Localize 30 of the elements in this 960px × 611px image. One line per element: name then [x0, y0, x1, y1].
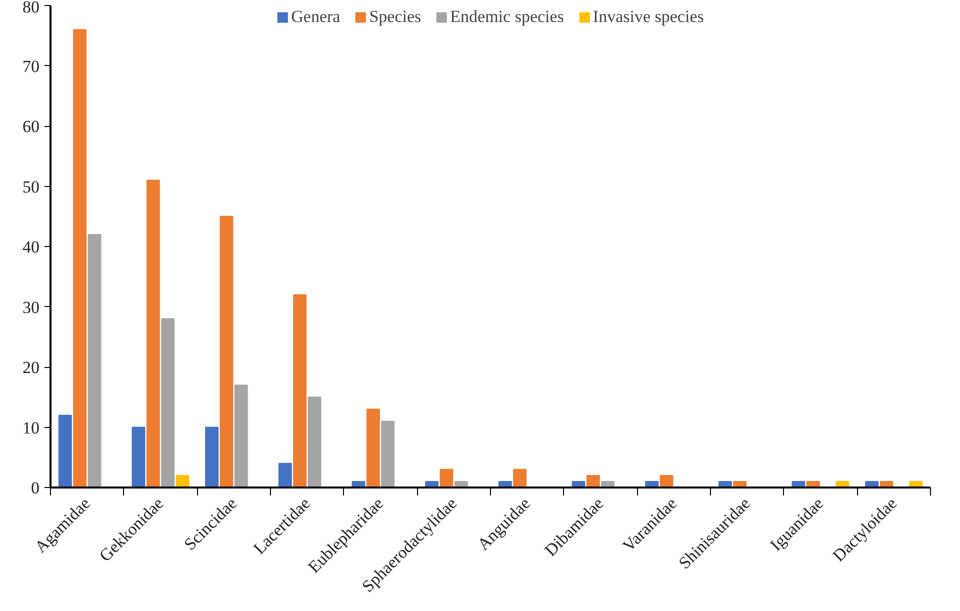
bar — [308, 396, 322, 488]
y-tick-label: 20 — [22, 358, 40, 377]
bar — [58, 414, 72, 488]
legend-label: Endemic species — [450, 7, 564, 27]
bar — [366, 408, 380, 488]
bar — [146, 180, 160, 488]
bar — [88, 234, 102, 488]
bar — [513, 468, 527, 488]
bar — [205, 426, 219, 488]
bar — [234, 384, 248, 488]
y-tick-label: 60 — [22, 117, 40, 136]
y-tick-label: 80 — [22, 0, 40, 16]
y-tick-label: 30 — [22, 298, 40, 317]
bar — [293, 294, 307, 488]
bar — [220, 216, 234, 488]
bar — [73, 29, 87, 488]
bar — [586, 474, 600, 488]
bar — [381, 420, 395, 488]
legend-label: Species — [369, 7, 422, 27]
bar — [440, 468, 454, 488]
legend-label: Genera — [291, 7, 340, 27]
y-tick-label: 10 — [22, 418, 40, 438]
bar — [132, 426, 146, 488]
y-tick-label: 0 — [31, 478, 40, 498]
y-tick-label: 70 — [22, 56, 40, 76]
legend-label: Invasive species — [592, 7, 704, 27]
y-tick-label: 50 — [22, 177, 40, 196]
bar — [161, 318, 175, 488]
bar — [278, 462, 292, 488]
y-tick-label: 40 — [22, 238, 40, 256]
